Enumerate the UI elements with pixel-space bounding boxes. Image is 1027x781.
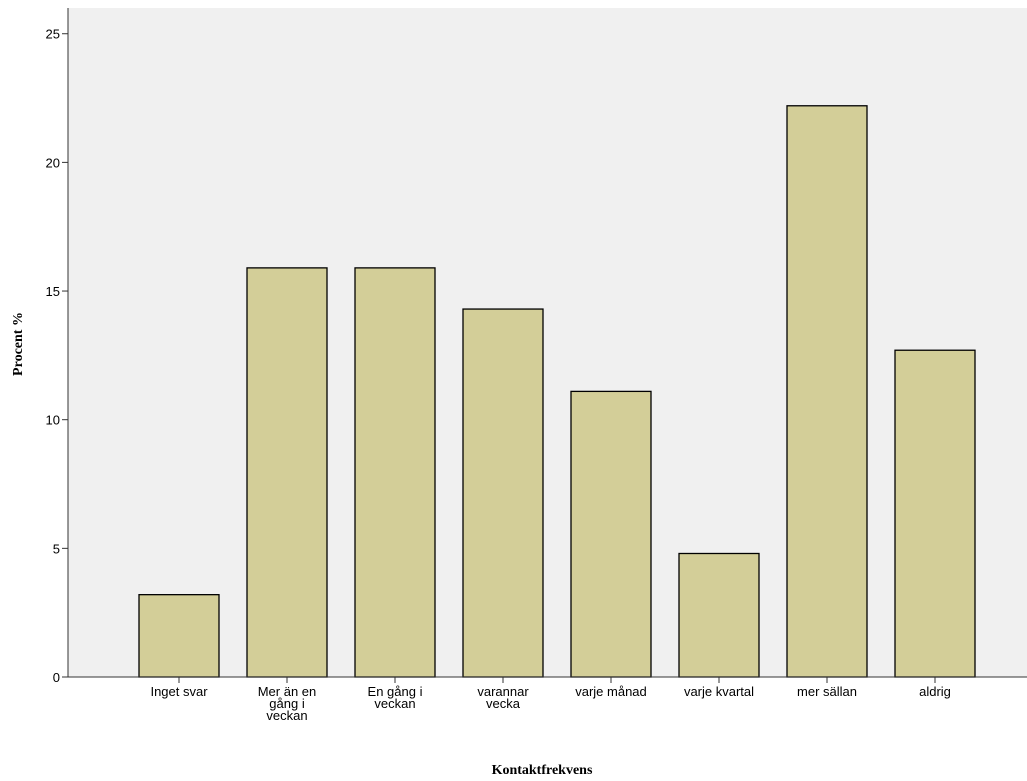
bar [894,349,976,678]
x-tick-label: aldrig [919,684,951,699]
y-tick-label: 5 [53,541,60,556]
x-tick-label: mer sällan [797,684,857,699]
y-axis: 0 5 10 15 20 25 [46,8,69,685]
x-tick-label: En gång i veckan [368,684,423,711]
x-tick-label: varannar vecka [477,684,529,711]
x-tick-label: Mer än en gång i veckan [258,684,317,723]
bars-group [138,105,976,678]
y-tick-label: 10 [46,413,60,428]
bar [570,390,652,678]
y-tick-label: 20 [46,155,60,170]
plot-area [68,8,1027,677]
bar [786,105,868,678]
x-tick-label: varje kvartal [684,684,754,699]
y-tick-label: 25 [46,27,60,42]
x-axis-title: Kontaktfrekvens [492,763,593,778]
bar [462,308,544,678]
x-axis: Inget svar Mer än en gång i veckan En gång i… [68,676,1027,723]
bar [678,552,760,678]
x-tick-label: Inget svar [150,684,208,699]
x-tick-label: varje månad [575,684,647,699]
bar [354,267,436,678]
bar [246,267,328,678]
y-axis-title: Procent % [11,312,26,376]
y-tick-label: 15 [46,284,60,299]
bar [138,594,220,678]
y-tick-label: 0 [53,670,60,685]
